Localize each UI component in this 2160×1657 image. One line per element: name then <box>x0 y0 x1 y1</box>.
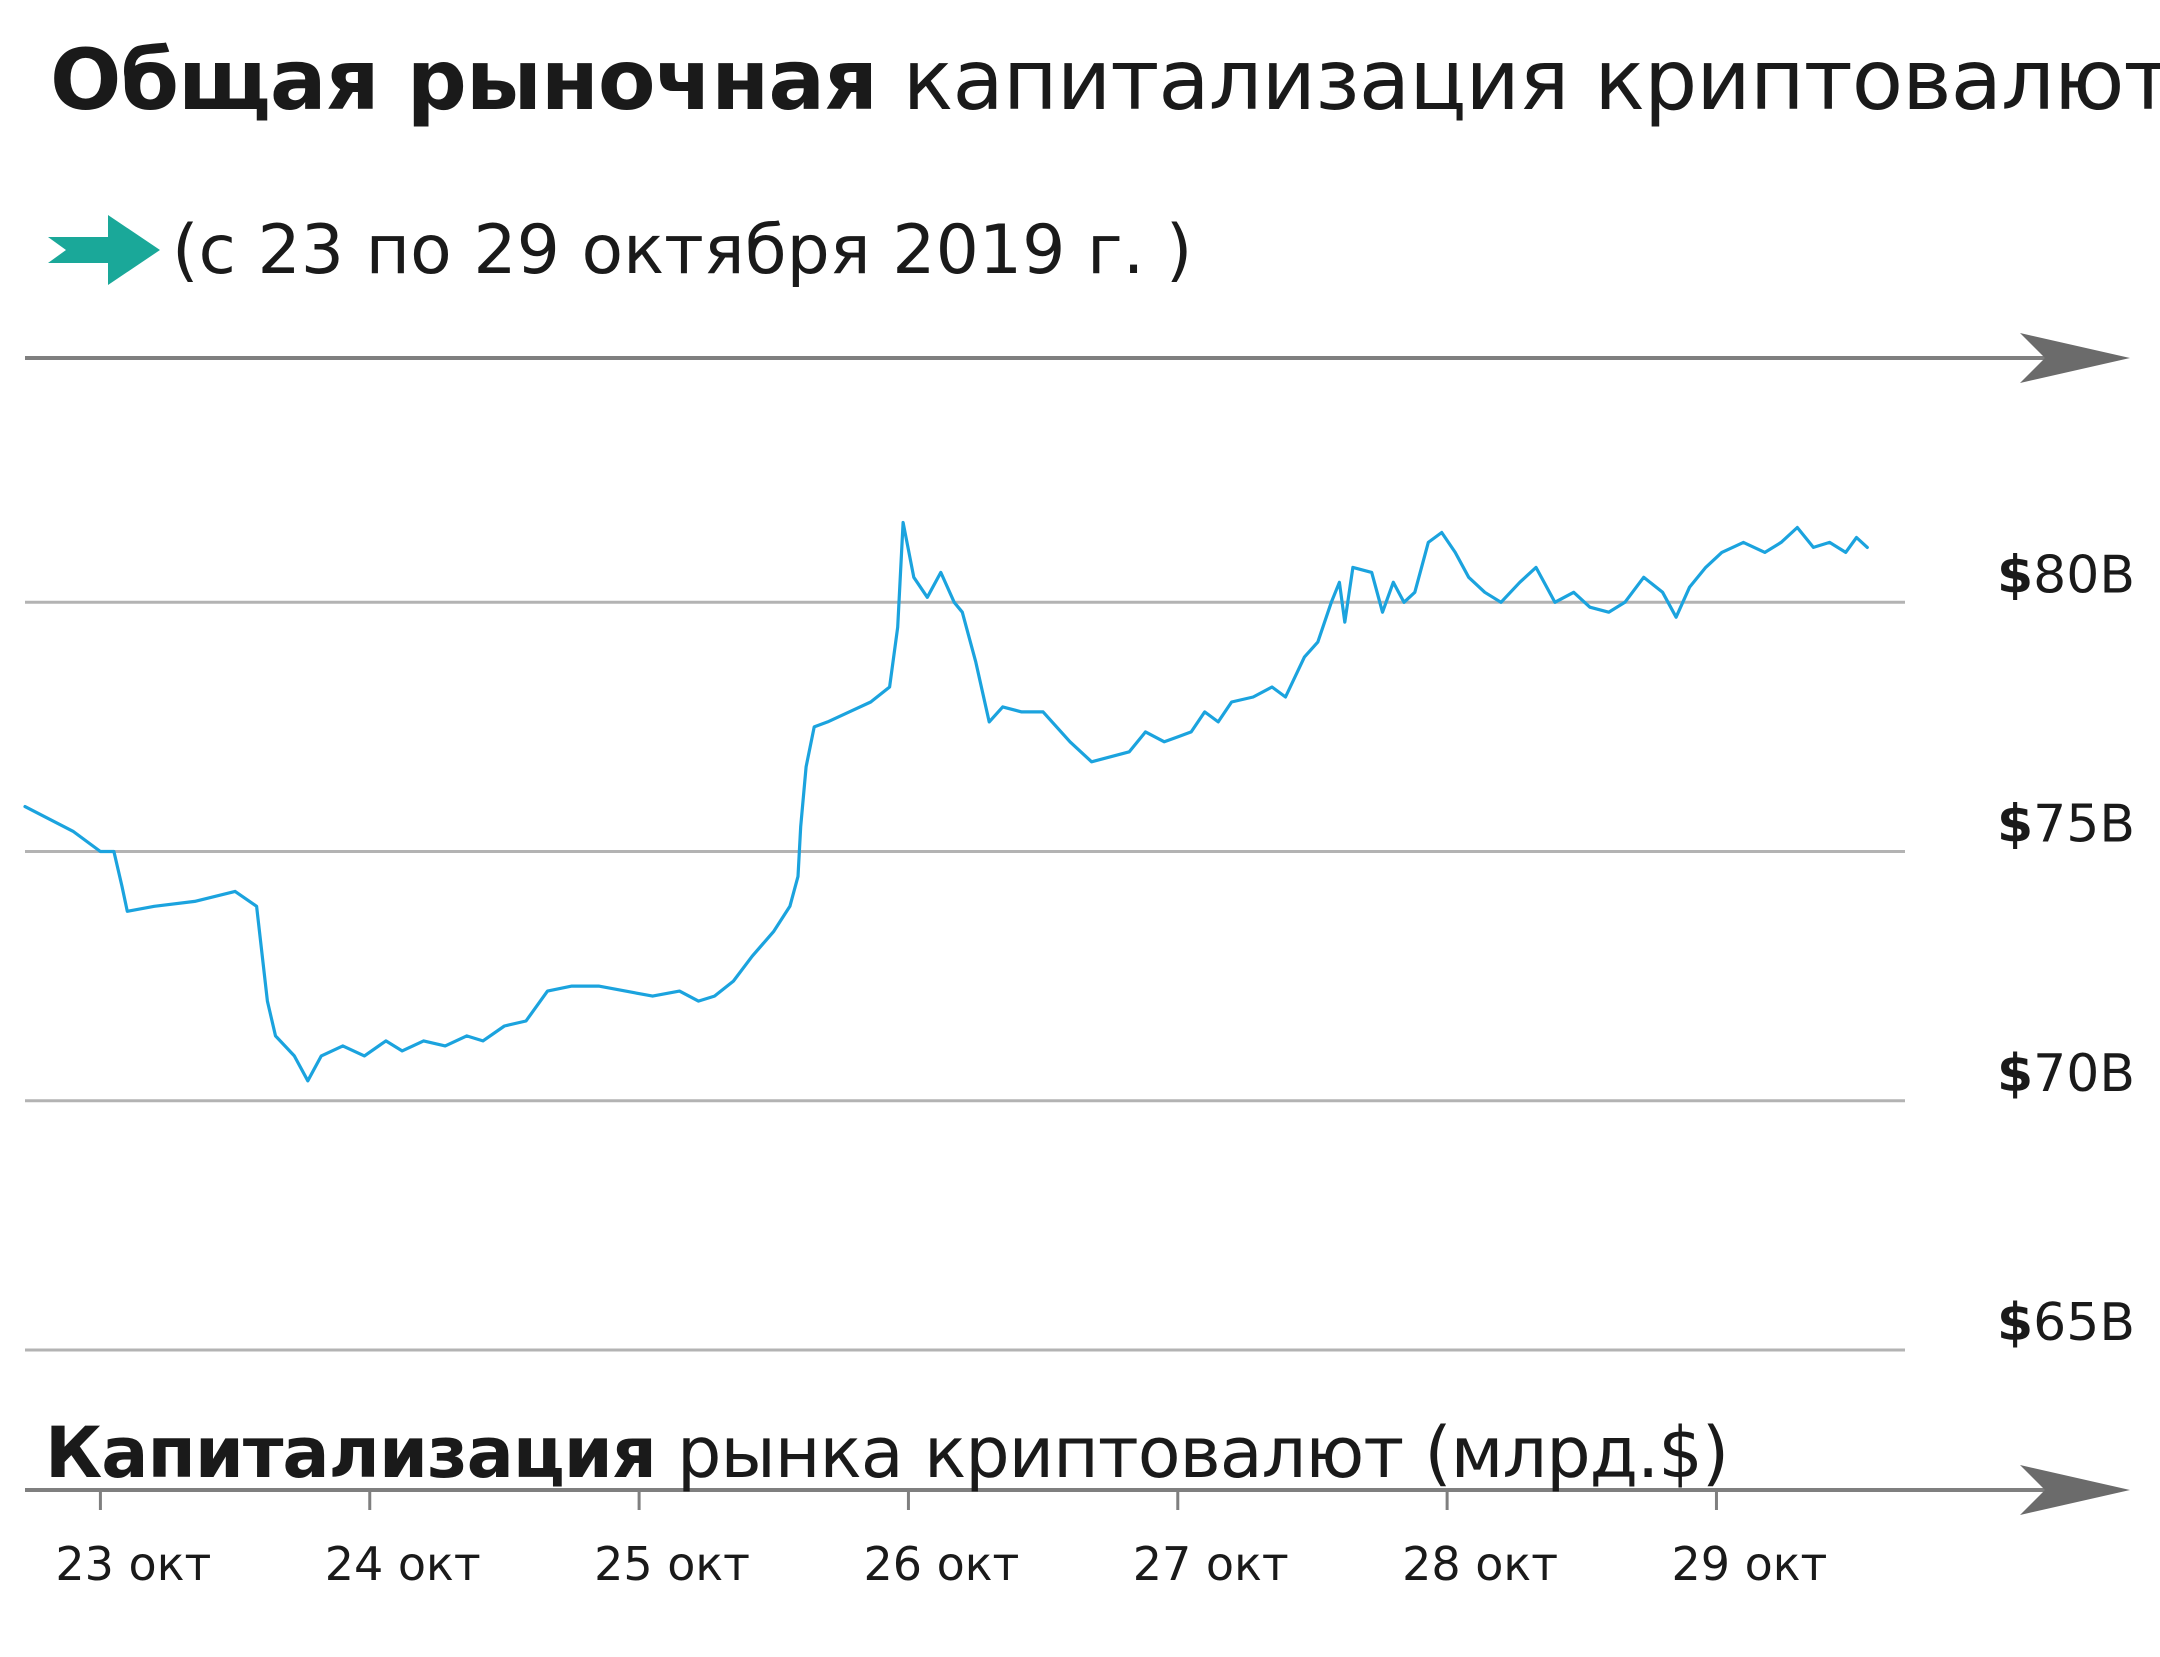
y-tick-label: $65B <box>1997 1293 2135 1353</box>
caption-bold: Капитализация <box>45 1412 657 1494</box>
chart-subtitle-text: (с 23 по 29 октября 2019 г. ) <box>172 210 1193 290</box>
x-tick-label: 29 окт <box>1671 1537 1827 1591</box>
chart-caption: Капитализация рынка криптовалют (млрд.$) <box>45 1412 1729 1494</box>
y-tick-label: $80B <box>1997 545 2135 605</box>
chart-title-bold: Общая рыночная <box>50 31 878 129</box>
top-axis-arrowhead-icon <box>2020 333 2130 383</box>
chart-subtitle: (с 23 по 29 октября 2019 г. ) <box>48 200 1192 300</box>
chart-title-light: капитализация криптовалют <box>902 31 2160 129</box>
bottom-axis-arrowhead-icon <box>2020 1465 2130 1515</box>
x-tick-label: 25 окт <box>594 1537 750 1591</box>
x-tick-label: 26 окт <box>863 1537 1019 1591</box>
teal-arrow-icon <box>48 215 160 285</box>
x-tick-label: 28 окт <box>1402 1537 1558 1591</box>
x-tick-label: 24 окт <box>325 1537 481 1591</box>
y-tick-label: $70B <box>1997 1044 2135 1104</box>
x-tick-label: 23 окт <box>55 1537 211 1591</box>
market-cap-line <box>23 520 1869 1083</box>
y-tick-label: $75B <box>1997 795 2135 855</box>
x-tick-label: 27 окт <box>1133 1537 1289 1591</box>
caption-light: рынка криптовалют (млрд.$) <box>677 1412 1729 1494</box>
chart-title: Общая рыночная капитализация криптовалют <box>50 38 2160 122</box>
